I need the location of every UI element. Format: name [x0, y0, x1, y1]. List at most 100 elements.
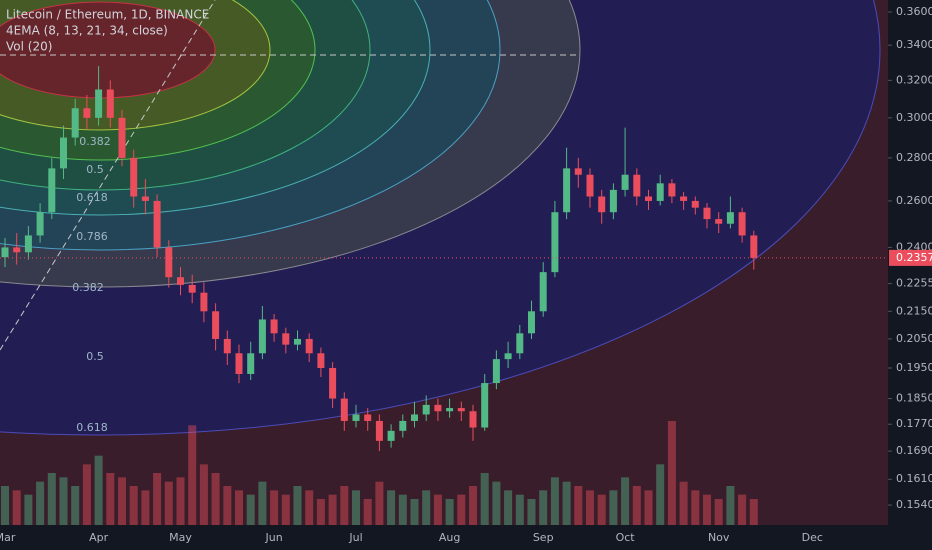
trend-line — [0, 0, 216, 351]
candle-body — [13, 247, 21, 253]
candle-body — [305, 338, 313, 354]
candle-body — [481, 383, 489, 428]
fib-level-label: 0.5 — [86, 350, 104, 363]
candle-body — [48, 168, 56, 213]
indicator-label: 4EMA (8, 13, 21, 34, close) — [6, 24, 168, 38]
volume-bar — [691, 490, 700, 525]
candle-body — [188, 284, 196, 293]
volume-bar — [223, 486, 232, 525]
x-tick-label: Mar — [0, 531, 16, 544]
volume-bar — [340, 486, 349, 525]
volume-bar — [164, 481, 173, 525]
volume-bar — [539, 490, 548, 525]
candle-body — [247, 353, 255, 374]
x-tick-label: Aug — [439, 531, 460, 544]
volume-bar — [82, 464, 91, 525]
candle-body — [457, 408, 465, 412]
candle-body — [83, 108, 91, 118]
volume-bar — [445, 499, 454, 525]
volume-bar — [246, 494, 255, 525]
x-tick-label: Jul — [348, 531, 362, 544]
fib-level-label: 0.618 — [76, 191, 108, 204]
candle-body — [387, 430, 395, 441]
volume-bar — [59, 477, 68, 525]
candle-body — [258, 319, 266, 354]
x-tick-label: Nov — [708, 531, 730, 544]
volume-bar — [597, 494, 606, 525]
candle-body — [598, 196, 606, 213]
candle-body — [586, 174, 594, 197]
candle-body — [212, 311, 220, 339]
volume-bar — [656, 464, 665, 525]
volume-bar — [621, 477, 630, 525]
fib-level-label: 0.618 — [76, 421, 108, 434]
last-price-badge — [889, 249, 932, 266]
candle-body — [691, 200, 699, 208]
volume-bar — [738, 494, 747, 525]
candle-body — [36, 212, 44, 236]
volume-bar — [433, 494, 442, 525]
indicator-label: Vol (20) — [6, 40, 52, 54]
volume-bar — [1, 486, 9, 525]
volume-bar — [258, 481, 267, 525]
candle-body — [1, 247, 9, 258]
volume-bar — [352, 490, 360, 525]
candle-body — [551, 212, 559, 273]
candle-body — [668, 183, 676, 197]
candle-body — [446, 408, 454, 412]
candle-body — [200, 292, 208, 312]
candle-body — [411, 414, 418, 421]
x-tick-label: May — [169, 531, 192, 544]
candle-body — [270, 319, 278, 334]
candle-body — [434, 404, 442, 412]
fib-arcs: 0.382 0.5 0.618 0.786 0.382 0.5 0.618 — [0, 0, 881, 436]
candle-body — [60, 137, 67, 169]
volume-bar — [71, 486, 80, 525]
volume-bar — [235, 490, 243, 525]
volume-bar — [199, 464, 208, 525]
candle-body — [621, 174, 629, 190]
candle-body — [71, 108, 79, 138]
volume-bar — [527, 499, 536, 525]
x-tick-label: Sep — [533, 531, 554, 544]
volume-bar — [480, 473, 489, 525]
candle-body — [375, 420, 383, 441]
candle-body — [340, 398, 348, 421]
candle-body — [165, 247, 173, 278]
candle-body — [539, 272, 547, 312]
volume-bar — [270, 490, 279, 525]
volume-bar — [714, 499, 723, 525]
volume-bar — [667, 421, 676, 525]
x-tick-label: Jun — [265, 531, 283, 544]
candle-body — [703, 207, 711, 220]
volume-bar — [398, 494, 407, 525]
volume-bar — [12, 490, 21, 525]
candle-body — [141, 196, 149, 201]
candle-body — [633, 174, 641, 197]
volume-bar — [492, 481, 501, 525]
fib-level-label: 0.382 — [72, 281, 104, 294]
candle-body — [223, 338, 231, 354]
candle-body — [680, 196, 688, 201]
candle-body — [95, 89, 103, 118]
x-tick-label: Dec — [802, 531, 823, 544]
candle-body — [750, 235, 758, 258]
volume-bar — [457, 494, 466, 525]
candle-body — [153, 200, 161, 248]
candle-body — [645, 196, 652, 201]
volume-bar — [632, 486, 641, 525]
candle-body — [317, 353, 325, 368]
volume-bar — [644, 490, 653, 525]
volume-bar — [316, 499, 325, 525]
candle-body — [563, 168, 571, 213]
volume-bar — [305, 490, 314, 525]
